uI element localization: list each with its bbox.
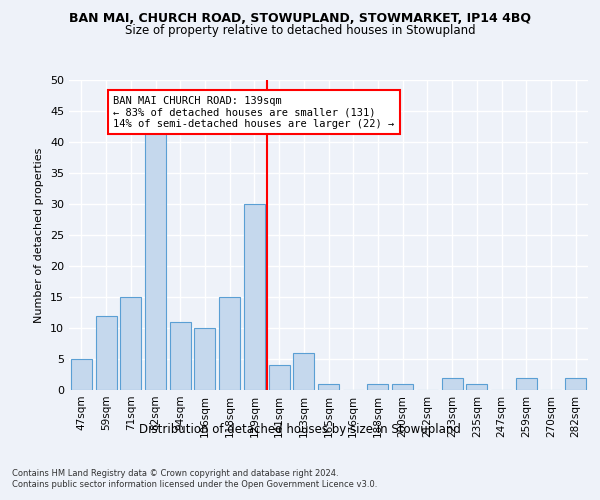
Y-axis label: Number of detached properties: Number of detached properties — [34, 148, 44, 322]
Bar — [269, 365, 290, 390]
Bar — [367, 384, 388, 390]
Text: BAN MAI CHURCH ROAD: 139sqm
← 83% of detached houses are smaller (131)
14% of se: BAN MAI CHURCH ROAD: 139sqm ← 83% of det… — [113, 96, 395, 128]
Text: Size of property relative to detached houses in Stowupland: Size of property relative to detached ho… — [125, 24, 475, 37]
Text: Distribution of detached houses by size in Stowupland: Distribution of detached houses by size … — [139, 422, 461, 436]
Bar — [244, 204, 265, 390]
Bar — [145, 130, 166, 390]
Bar — [466, 384, 487, 390]
Bar — [565, 378, 586, 390]
Bar — [516, 378, 537, 390]
Text: BAN MAI, CHURCH ROAD, STOWUPLAND, STOWMARKET, IP14 4BQ: BAN MAI, CHURCH ROAD, STOWUPLAND, STOWMA… — [69, 12, 531, 26]
Bar — [392, 384, 413, 390]
Text: Contains HM Land Registry data © Crown copyright and database right 2024.: Contains HM Land Registry data © Crown c… — [12, 468, 338, 477]
Bar — [95, 316, 116, 390]
Bar — [293, 353, 314, 390]
Bar — [120, 297, 141, 390]
Text: Contains public sector information licensed under the Open Government Licence v3: Contains public sector information licen… — [12, 480, 377, 489]
Bar — [442, 378, 463, 390]
Bar — [170, 322, 191, 390]
Bar — [318, 384, 339, 390]
Bar — [71, 359, 92, 390]
Bar — [219, 297, 240, 390]
Bar — [194, 328, 215, 390]
